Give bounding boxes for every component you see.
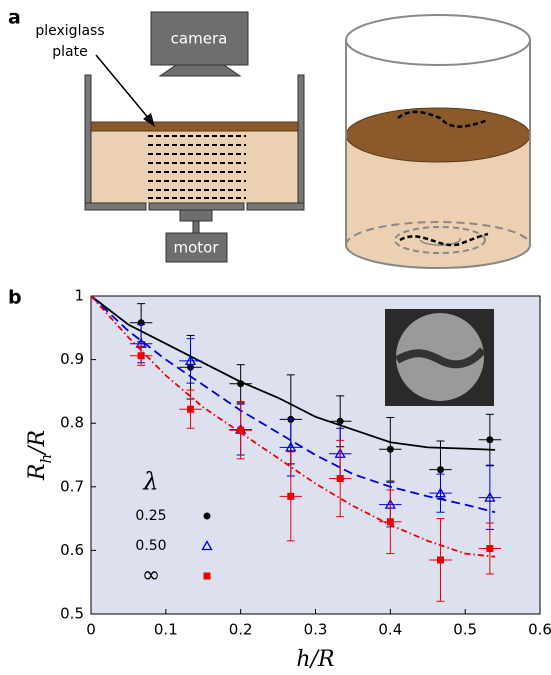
fit-line: [90, 295, 496, 514]
y-label-part: /R: [25, 430, 50, 456]
marker: [287, 492, 295, 500]
panel-label: a: [8, 7, 21, 29]
y-label-part: R: [25, 464, 50, 482]
panel-a: a plexiglass plate camera motor: [8, 7, 531, 269]
marker: [336, 417, 344, 425]
camera-label: camera: [171, 30, 228, 48]
plate-label: plate: [52, 44, 87, 60]
cylinder-bottom: [345, 244, 531, 269]
intruder-positions: [148, 135, 246, 199]
panel-label: b: [8, 287, 22, 309]
marker: [187, 405, 195, 413]
marker: [237, 380, 245, 388]
y-tick-label: 1: [74, 287, 84, 305]
marker: [436, 466, 444, 474]
x-tick-label: 0.4: [378, 621, 402, 639]
inset-intruder: [395, 347, 487, 369]
rotating-disk: [148, 202, 245, 211]
plate-label: plexiglass: [35, 23, 104, 39]
x-tick-label: 0.1: [154, 621, 178, 639]
marker: [436, 556, 444, 564]
inset-photo: [385, 309, 494, 406]
y-tick-label: 0.5: [60, 605, 84, 623]
tank-bottom: [246, 202, 305, 211]
x-tick-label: 0: [86, 621, 96, 639]
x-tick-label: 0.6: [528, 621, 551, 639]
y-tick-label: 0.7: [60, 477, 84, 495]
panel-b: b 0 0.1 0.2 0.3 0.4 0.5 0.6 0.5 0.6 0.7 0.8 0.9 1 h/R…: [8, 287, 551, 673]
x-axis-label: h/R: [296, 647, 334, 672]
y-axis-label: Rh/R: [25, 430, 55, 481]
marker: [486, 544, 494, 552]
arrow-head: [143, 113, 155, 127]
fit-line: [90, 295, 496, 451]
marker: [203, 512, 211, 520]
cylinder-bottom: [345, 221, 531, 246]
sand: [91, 131, 298, 203]
marker: [434, 487, 447, 498]
marker: [285, 441, 297, 452]
rotation-arrow: [419, 237, 462, 246]
marker: [203, 572, 211, 580]
marker: [486, 436, 494, 444]
plexiglass-plate: [90, 121, 299, 132]
y-label-part: h: [37, 454, 55, 464]
intruder-bottom: [399, 232, 489, 247]
x-tick-label: 0.2: [229, 621, 253, 639]
tank-bottom: [84, 202, 147, 211]
legend-label: 0.25: [135, 508, 166, 524]
y-tick-label: 0.8: [60, 414, 84, 432]
sand-column: [346, 135, 530, 268]
disk-outline: [394, 226, 486, 254]
legend-title: λ: [142, 468, 158, 496]
camera-body: [150, 11, 249, 66]
motor-label: motor: [173, 239, 219, 257]
legend-label: 0.50: [135, 538, 166, 554]
motor-box: [165, 232, 228, 263]
legend-label: ∞: [142, 563, 160, 588]
marker: [386, 445, 394, 453]
x-tick-label: 0.3: [304, 621, 328, 639]
tank-wall: [297, 74, 305, 211]
shaft: [192, 220, 200, 234]
marker: [184, 355, 197, 366]
camera-lens: [158, 64, 242, 77]
coupling: [179, 209, 213, 222]
marker: [201, 540, 213, 551]
tank-wall: [84, 74, 92, 211]
marker: [137, 352, 145, 360]
y-tick-label: 0.9: [60, 350, 84, 368]
marker: [484, 491, 496, 502]
cylinder-top: [345, 14, 531, 66]
marker: [336, 475, 344, 483]
marker: [386, 518, 394, 526]
y-tick-label: 0.6: [60, 541, 84, 559]
fit-line: [90, 295, 496, 558]
x-tick-label: 0.5: [453, 621, 477, 639]
intruder-top: [397, 110, 489, 128]
arrow: [95, 54, 151, 121]
marker: [237, 426, 245, 434]
